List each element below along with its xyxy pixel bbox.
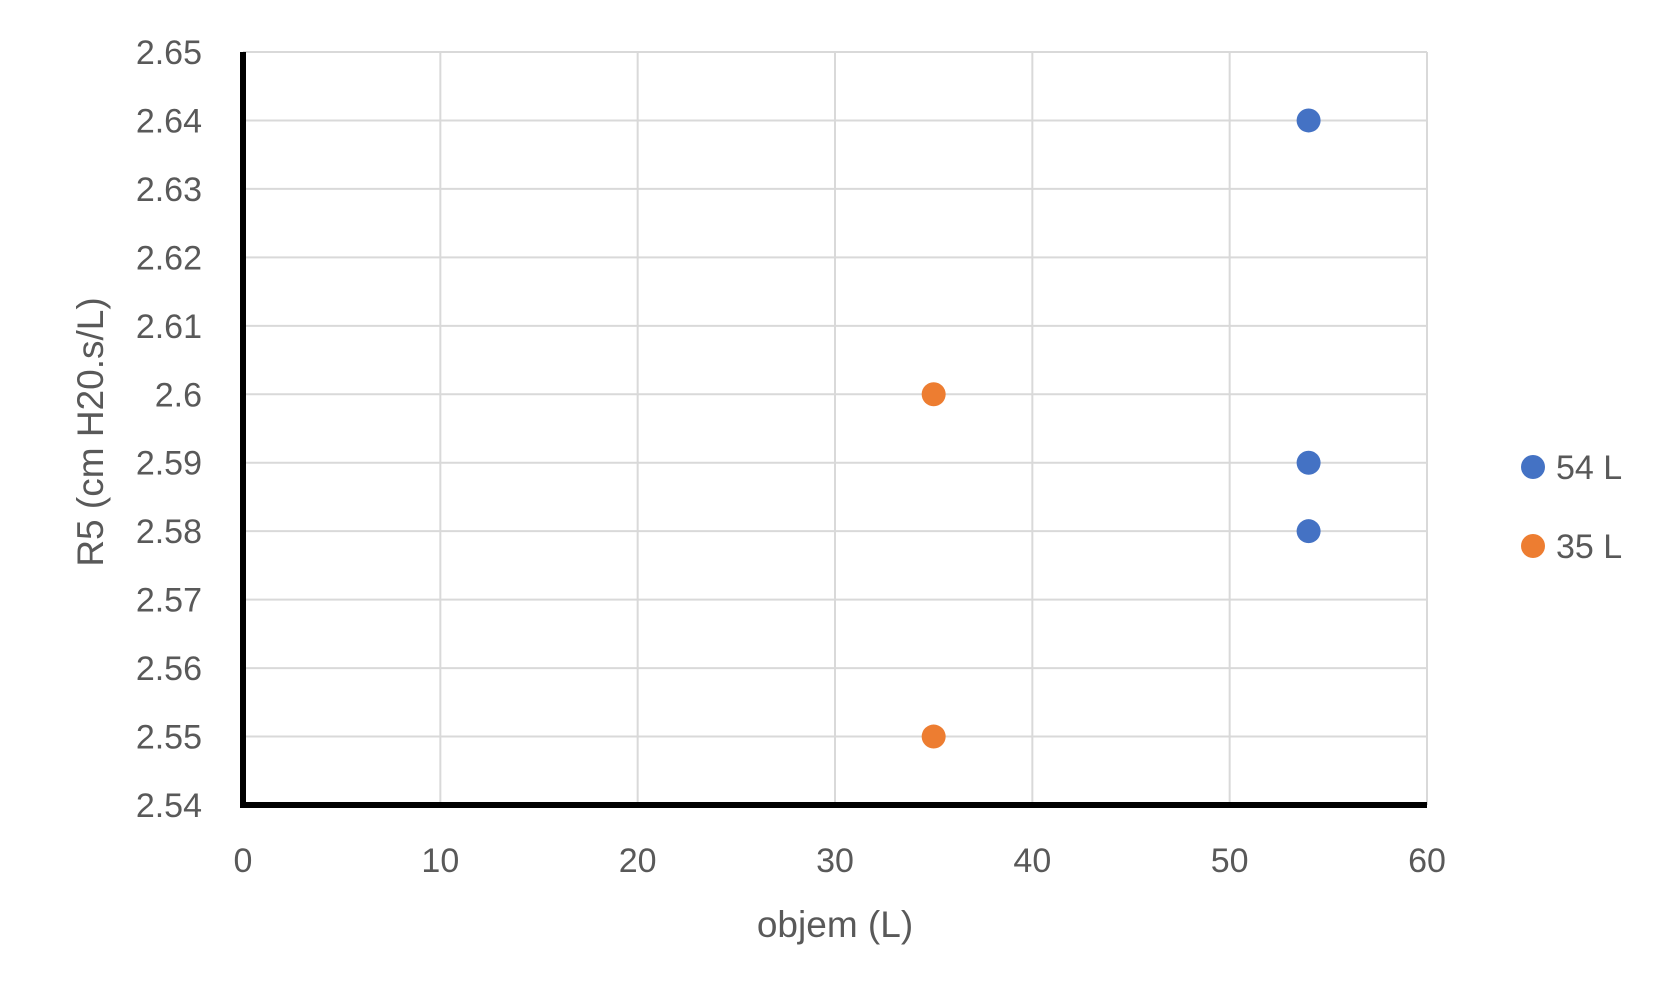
gridlines: [243, 51, 1428, 805]
y-tick-label: 2.57: [136, 582, 202, 620]
y-tick-label: 2.64: [136, 102, 202, 140]
x-tick-label: 30: [816, 842, 854, 880]
y-tick-label: 2.62: [136, 239, 202, 277]
y-tick-label: 2.56: [136, 650, 202, 688]
x-tick-label: 10: [421, 842, 459, 880]
data-point: [1296, 519, 1321, 544]
y-tick-label: 2.59: [136, 445, 202, 483]
x-tick-label: 50: [1211, 842, 1249, 880]
legend-label: 54 L: [1556, 449, 1622, 487]
legend-marker: [1521, 455, 1545, 479]
y-tick-label: 2.63: [136, 171, 202, 209]
data-point: [921, 382, 946, 407]
x-tick-label: 40: [1013, 842, 1051, 880]
axes: [240, 52, 1427, 808]
data-point: [921, 724, 946, 749]
y-tick-label: 2.55: [136, 719, 202, 757]
y-tick-label: 2.54: [136, 787, 202, 825]
data-points: [921, 108, 1321, 749]
x-tick-label: 0: [234, 842, 253, 880]
legend-marker: [1521, 534, 1545, 558]
y-axis-title: R5 (cm H20.s/L): [70, 297, 111, 566]
legend-label: 35 L: [1556, 528, 1622, 566]
x-tick-label: 60: [1408, 842, 1446, 880]
tick-labels: 2.54 2.55 2.56 2.57 2.58 2.59 2.6 2.61 2.62 2.63 2…: [136, 34, 1446, 880]
y-tick-label: 2.58: [136, 513, 202, 551]
y-tick-label: 2.61: [136, 308, 202, 346]
legend: 54 L 35 L: [1521, 449, 1622, 566]
x-axis-title: objem (L): [757, 904, 913, 945]
y-tick-label: 2.6: [155, 376, 202, 414]
data-point: [1296, 108, 1321, 133]
data-point: [1296, 450, 1321, 475]
x-tick-label: 20: [619, 842, 657, 880]
y-tick-label: 2.65: [136, 34, 202, 72]
